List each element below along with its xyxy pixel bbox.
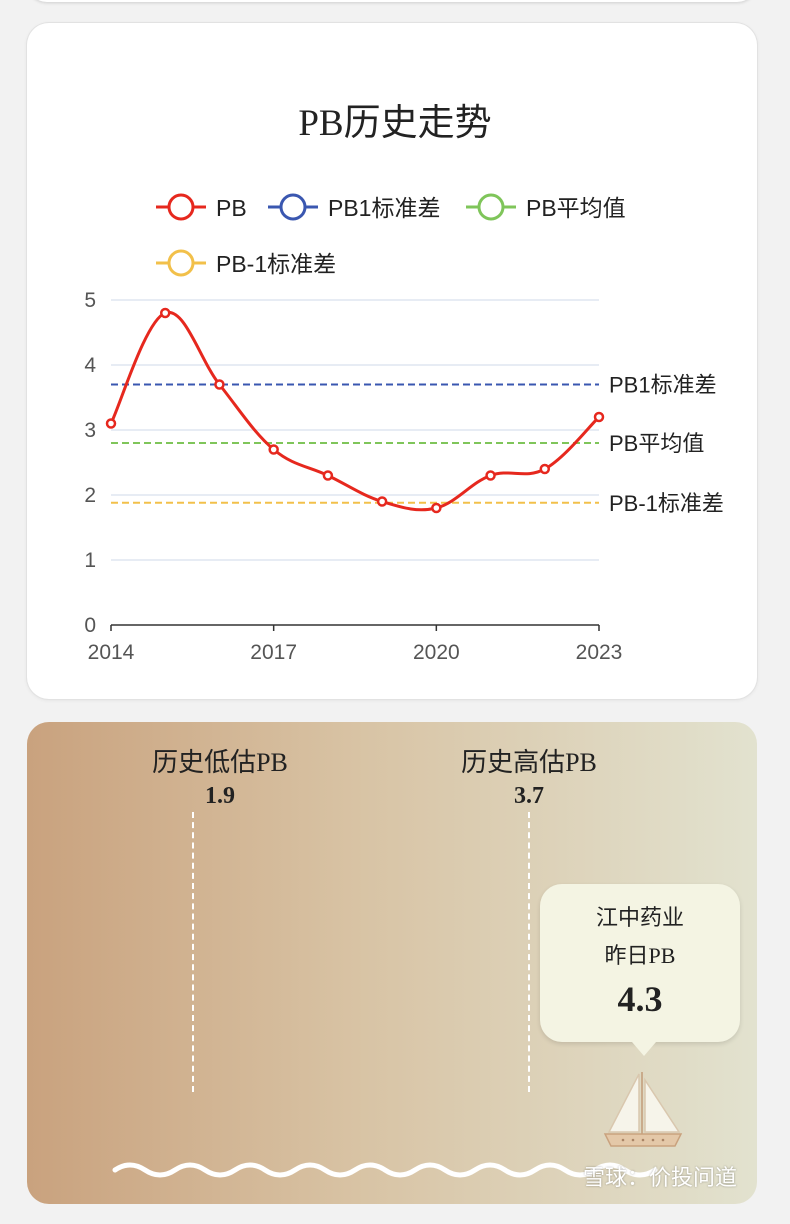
valuation-panel: 历史低估PB 1.9 历史高估PB 3.7 江中药业 昨日PB 4.3 雪球：价… <box>27 722 757 1204</box>
legend-swatch-marker <box>279 193 307 221</box>
current-pb-bubble: 江中药业 昨日PB 4.3 <box>540 884 740 1056</box>
low-valuation-value: 1.9 <box>205 783 235 809</box>
pb-data-point <box>376 496 388 507</box>
chart-title: PB历史走势 <box>298 103 492 144</box>
high-valuation-marker: 历史高估PB 3.7 <box>429 742 629 810</box>
pb-data-point <box>159 307 171 319</box>
pb-series-line <box>109 311 601 512</box>
y-tick-label: 0 <box>84 614 96 637</box>
current-pb-label: 昨日PB <box>604 943 676 968</box>
pb-data-point <box>485 470 496 481</box>
previous-card-edge <box>27 0 757 2</box>
pb-data-point <box>431 502 442 514</box>
legend-label: PB平均值 <box>526 195 626 221</box>
low-valuation-marker: 历史低估PB 1.9 <box>120 742 320 810</box>
watermark: 雪球：价投问道 <box>582 1166 737 1191</box>
y-tick-label: 3 <box>84 419 96 442</box>
legend-label: PB-1标准差 <box>216 251 336 277</box>
pb-history-chart: 0 1 2 3 4 5 2014 2017 2020 2023 PB1标准差 PB平均值 PB-1标准差… <box>84 193 724 664</box>
pb-data-point <box>322 470 334 481</box>
reference-line-label: PB-1标准差 <box>609 491 724 516</box>
y-tick-label: 2 <box>84 484 96 507</box>
pb-data-point <box>105 418 117 429</box>
low-valuation-label: 历史低估PB <box>152 748 288 777</box>
legend-label: PB <box>216 195 247 221</box>
legend-swatch-marker <box>167 193 195 221</box>
high-valuation-value: 3.7 <box>514 783 544 809</box>
x-tick-label: 2020 <box>413 641 460 664</box>
pb-chart-card <box>27 23 757 699</box>
y-tick-label: 1 <box>84 549 96 572</box>
high-valuation-label: 历史高估PB <box>461 748 597 777</box>
y-tick-label: 4 <box>84 354 96 377</box>
pb-data-point <box>214 379 225 390</box>
water-wave-icon <box>112 1162 658 1178</box>
pb-data-point <box>539 463 551 475</box>
current-pb-value: 4.3 <box>617 979 663 1019</box>
legend-label: PB1标准差 <box>328 195 440 221</box>
legend-swatch-marker <box>477 193 505 221</box>
pb-data-point <box>268 444 279 455</box>
x-tick-label: 2014 <box>88 641 135 664</box>
y-tick-label: 5 <box>84 289 96 312</box>
company-name: 江中药业 <box>595 905 684 930</box>
low-valuation-line <box>192 812 194 1092</box>
x-tick-label: 2017 <box>250 641 297 664</box>
pb-data-point <box>593 411 605 423</box>
reference-line-label: PB平均值 <box>609 431 704 456</box>
reference-line-label: PB1标准差 <box>609 373 717 398</box>
x-tick-label: 2023 <box>576 641 623 664</box>
high-valuation-line <box>528 812 530 1092</box>
sailboat-icon <box>603 1072 683 1147</box>
legend-swatch-marker <box>167 249 195 277</box>
